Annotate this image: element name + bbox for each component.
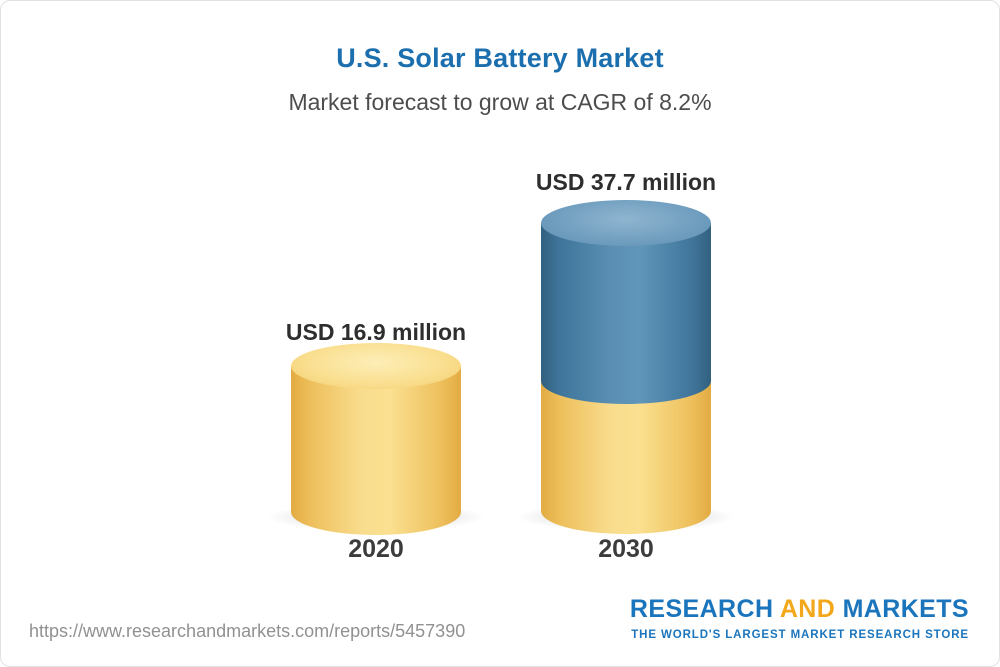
report-url: https://www.researchandmarkets.com/repor… — [29, 621, 466, 641]
cylinder-2030-blue-segment — [541, 223, 711, 404]
value-label-2020: USD 16.9 million — [285, 319, 467, 345]
bar-cylinder-2030 — [541, 200, 711, 535]
cylinder-2030-top-cap — [541, 200, 711, 246]
chart-title: U.S. Solar Battery Market — [336, 43, 664, 73]
logo-wordmark: RESEARCH AND MARKETS — [630, 595, 969, 624]
value-label-2030: USD 37.7 million — [535, 169, 717, 195]
cylinder-2020-gold-body — [291, 366, 461, 535]
chart-subtitle: Market forecast to grow at CAGR of 8.2% — [288, 89, 712, 115]
category-label-2030: 2030 — [598, 535, 654, 563]
research-and-markets-logo: RESEARCH AND MARKETS THE WORLD'S LARGEST… — [630, 595, 969, 641]
bar-cylinder-2020 — [291, 343, 461, 535]
logo-word-markets: MARKETS — [842, 595, 969, 623]
cylinder-2020-top-cap — [291, 343, 461, 389]
cylinder-2030-gold-segment — [541, 381, 711, 534]
category-label-2020: 2020 — [348, 535, 404, 563]
logo-tagline: THE WORLD'S LARGEST MARKET RESEARCH STOR… — [631, 629, 969, 641]
logo-word-research: RESEARCH — [629, 595, 774, 623]
logo-word-and: AND — [779, 595, 836, 623]
